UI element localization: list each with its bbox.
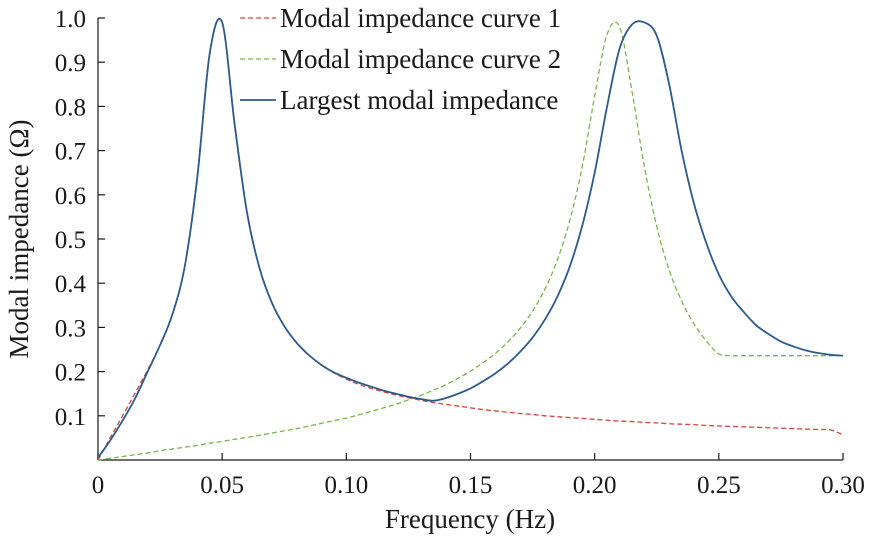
series-line-modal-impedance-curve-2 bbox=[97, 21, 843, 461]
y-tick-label: 0.7 bbox=[55, 139, 86, 166]
y-tick-label: 0.8 bbox=[55, 94, 86, 121]
y-tick-label: 1.0 bbox=[55, 6, 86, 33]
y-tick-label: 0.3 bbox=[55, 315, 86, 342]
y-tick-label: 0.9 bbox=[55, 50, 86, 77]
y-tick-label: 0.1 bbox=[55, 404, 86, 431]
legend-label: Largest modal impedance bbox=[280, 85, 558, 115]
y-tick-label: 0.6 bbox=[55, 183, 86, 210]
series-lines bbox=[97, 17, 844, 461]
x-axis-title: Frequency (Hz) bbox=[385, 504, 555, 534]
x-tick-label: 0 bbox=[92, 472, 105, 499]
y-ticks: 0.1 0.2 0.3 0.4 0.5 0.6 0.7 0.8 0.9 1.0 bbox=[55, 6, 105, 431]
legend-label: Modal impedance curve 1 bbox=[280, 3, 561, 33]
legend: Modal impedance curve 1 Modal impedance c… bbox=[240, 3, 561, 115]
x-tick-label: 0.10 bbox=[324, 472, 368, 499]
x-tick-label: 0.15 bbox=[449, 472, 493, 499]
x-tick-label: 0.25 bbox=[697, 472, 741, 499]
x-tick-label: 0.20 bbox=[573, 472, 617, 499]
y-tick-label: 0.4 bbox=[55, 271, 87, 298]
x-tick-label: 0.05 bbox=[200, 472, 244, 499]
x-ticks: 0 0.05 0.10 0.15 0.20 0.25 0.30 bbox=[92, 453, 865, 499]
y-axis-title: Modal impedance (Ω) bbox=[4, 120, 34, 359]
series-line-modal-impedance-curve-1 bbox=[97, 17, 844, 461]
x-tick-label: 0.30 bbox=[821, 472, 865, 499]
y-tick-label: 0.5 bbox=[55, 227, 86, 254]
series-line-largest-modal-impedance bbox=[97, 17, 844, 459]
legend-label: Modal impedance curve 2 bbox=[280, 44, 561, 74]
y-tick-label: 0.2 bbox=[55, 360, 86, 387]
